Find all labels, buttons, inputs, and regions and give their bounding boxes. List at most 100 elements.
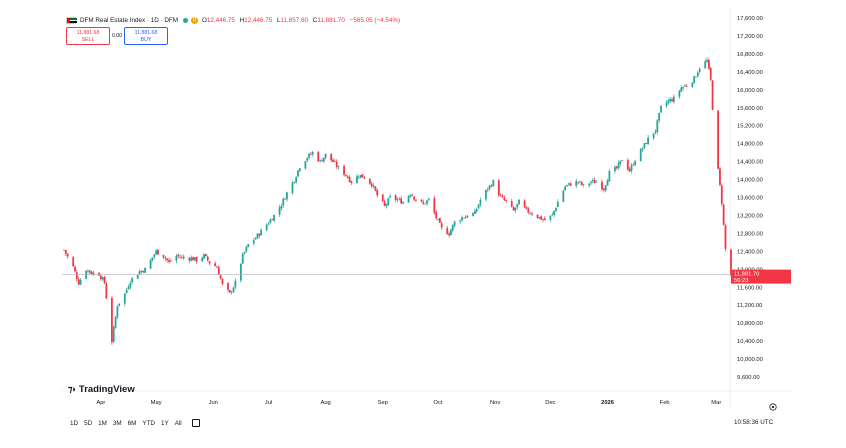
symbol-title[interactable]: DFM Real Estate Index · 1D · DFM [80,16,178,24]
candle [72,255,75,267]
ohlc-values: O12,446.75 H12,446.75 L11,857.60 C11,881… [202,17,403,24]
candle [319,159,322,163]
candle [179,254,181,259]
candle [615,165,618,170]
candle [387,197,390,206]
buy-label: BUY [140,37,152,43]
x-axis[interactable]: Apr May Jun Jul Aug Sep Oct Nov Dec 2026 Feb Mar [96,400,777,411]
candle [208,261,211,266]
candle [400,195,403,204]
candle [260,228,263,236]
candle [617,160,620,170]
candle [595,180,598,183]
candle [330,153,333,163]
candle [562,189,565,203]
candle [523,199,526,209]
delayed-data-icon[interactable]: D [190,16,198,24]
candle [269,218,272,224]
candle [346,175,349,179]
candle [473,208,476,214]
candle [230,290,233,295]
sell-button[interactable]: 11,881.68 SELL [66,27,110,45]
candle [604,184,607,192]
period-6m[interactable]: 6M [127,419,137,427]
buy-button[interactable]: 11,881.68 BUY [124,27,168,45]
candle [553,210,556,218]
candles-layer [63,57,732,345]
candle [656,119,659,135]
candle [580,181,583,187]
buy-price: 11,881.68 [134,30,158,36]
candle [153,253,156,260]
candle [144,267,146,273]
candle [525,206,528,210]
candle [166,258,169,263]
candle [101,276,104,281]
candle [105,281,108,299]
candle [63,249,65,251]
candle [665,100,668,109]
candle [724,223,727,252]
candle [112,325,115,344]
x-tick-label: Nov [490,400,500,406]
tradingview-logo[interactable]: ⁊◗ TradingView [68,384,135,395]
period-1d[interactable]: 1D [70,419,79,427]
period-selector: 1D 5D 1M 3M 6M YTD 1Y All [70,419,206,427]
gear-icon[interactable] [769,403,777,411]
candle [87,269,89,274]
candle [245,245,248,253]
calendar-icon[interactable] [191,419,200,427]
candle [254,236,257,240]
candle [214,260,216,267]
y-tick-label: 11,600.00 [737,285,762,291]
candle [536,213,539,219]
candle [140,270,143,274]
candle [64,249,67,257]
candle [590,180,592,186]
y-tick-label: 11,200.00 [737,303,762,309]
y-tick-label: 17,600.00 [737,16,763,22]
period-1m[interactable]: 1M [98,419,107,427]
y-axis[interactable]: 17,600.00 17,200.00 16,800.00 16,400.00 16,0… [737,16,763,381]
candle [411,193,414,197]
candle [577,181,579,185]
candle [459,219,462,225]
candle [265,223,268,232]
close-value: 11,881.70 [317,16,345,24]
candle [247,243,250,248]
utc-clock[interactable]: 10:58:36 UTC [734,419,774,426]
candle [169,258,172,263]
candle [310,152,312,155]
period-3m[interactable]: 3M [112,419,122,427]
candle [361,174,364,178]
candle [345,174,347,178]
candle [696,71,699,78]
candle [619,160,622,167]
candle [116,304,119,320]
x-tick-label: Sep [378,400,388,406]
candle [243,251,246,255]
candle [204,253,207,257]
candle [359,174,362,179]
trade-panel: 11,881.68 SELL 0.00 11,881.68 BUY [66,27,168,45]
candle [516,203,519,210]
candle [422,199,425,206]
candle [632,162,635,166]
candle [118,303,121,307]
price-chart[interactable]: 17,600.00 17,200.00 16,800.00 16,400.00 16,0… [62,9,792,438]
y-tick-label: 12,800.00 [737,231,763,237]
period-1y[interactable]: 1Y [160,419,169,427]
period-ytd[interactable]: YTD [142,419,155,427]
candle [415,199,417,203]
period-5d[interactable]: 5D [84,419,93,427]
candle [337,165,340,170]
candle [658,112,661,123]
candle [291,180,294,195]
period-all[interactable]: All [174,419,182,427]
bar-countdown-label: 56:23 [734,278,749,284]
candle [98,271,100,276]
candle [698,67,701,74]
candle [151,257,154,262]
candle [424,203,427,205]
candle [74,265,76,273]
